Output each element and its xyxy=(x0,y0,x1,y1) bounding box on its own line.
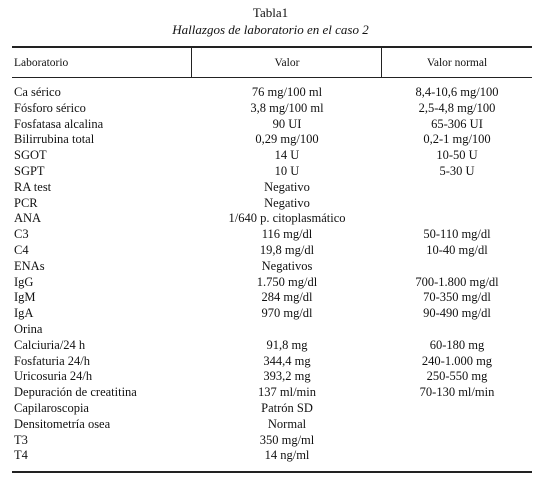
cell-value: 5-30 U xyxy=(439,164,475,178)
cell-value: Negativo xyxy=(264,179,310,194)
table-title: Tabla1 xyxy=(252,5,289,20)
cell-value: 8,4-10,6 mg/100 xyxy=(415,85,499,99)
cell-value: 70-350 mg/dl xyxy=(423,290,491,305)
bottom-rule xyxy=(12,471,532,473)
column-divider xyxy=(191,47,192,78)
row-label: Depuración de creatitina xyxy=(14,385,137,400)
cell-value: 90 UI xyxy=(272,116,302,131)
cell-value: 10-50 U xyxy=(436,148,478,163)
cell-value: 14 ng/ml xyxy=(264,448,310,463)
row-label: Uricosuria 24/h xyxy=(14,369,93,384)
cell-value: 970 mg/dl xyxy=(261,306,313,321)
header-cell: Laboratorio xyxy=(14,57,69,69)
cell-value: Negativos xyxy=(261,258,313,273)
row-label: C4 xyxy=(14,243,29,257)
row-label: SGOT xyxy=(14,148,47,163)
cell-value: 0,29 mg/100 xyxy=(255,132,319,147)
row-label: Calciuria/24 h xyxy=(14,337,86,352)
cell-value: 284 mg/dl xyxy=(261,290,313,305)
cell-value: 60-180 mg xyxy=(429,337,485,352)
cell-value: 90-490 mg/dl xyxy=(423,306,491,321)
cell-value: 0,2-1 mg/100 xyxy=(423,132,491,147)
cell-value: 65-306 UI xyxy=(431,116,483,131)
row-label: IgG xyxy=(14,274,34,289)
row-label: ENAs xyxy=(14,258,45,273)
cell-value: 344,4 mg xyxy=(263,353,311,368)
cell-value: 2,5-4,8 mg/100 xyxy=(418,100,496,115)
row-label: IgM xyxy=(14,290,36,305)
row-label: PCR xyxy=(14,195,38,210)
cell-value: 76 mg/100 ml xyxy=(251,85,323,99)
cell-value: 91,8 mg xyxy=(266,337,308,352)
table-subtitle: Hallazgos de laboratorio en el caso 2 xyxy=(172,22,369,37)
cell-value: 700-1.800 mg/dl xyxy=(415,274,499,289)
row-label: Fósforo sérico xyxy=(14,100,86,115)
cell-value: 116 mg/dl xyxy=(261,227,313,242)
cell-value: 240-1.000 mg xyxy=(421,353,493,368)
header-rule xyxy=(12,77,532,78)
row-label: Orina xyxy=(14,322,43,336)
row-label: SGPT xyxy=(14,164,45,178)
top-rule xyxy=(12,46,532,48)
cell-value: 50-110 mg/dl xyxy=(423,227,491,242)
row-label: T4 xyxy=(14,448,28,463)
row-label: Fosfatasa alcalina xyxy=(14,116,104,131)
row-label: T3 xyxy=(14,432,28,447)
cell-value: Normal xyxy=(267,416,307,431)
header-cell: Valor xyxy=(274,57,300,69)
header-cell: Valor normal xyxy=(426,57,488,69)
row-label: ANA xyxy=(14,211,42,226)
cell-value: 3,8 mg/100 ml xyxy=(250,100,324,115)
cell-value: 393,2 mg xyxy=(263,369,311,384)
cell-value: Patrón SD xyxy=(261,401,313,415)
row-label: C3 xyxy=(14,227,29,242)
cell-value: 137 ml/min xyxy=(258,385,316,400)
row-label: Capilaroscopia xyxy=(14,401,89,415)
cell-value: 70-130 ml/min xyxy=(419,385,495,400)
cell-value: 10 U xyxy=(274,164,300,178)
cell-value: 250-550 mg xyxy=(426,369,488,384)
row-label: Fosfaturia 24/h xyxy=(14,353,91,368)
cell-value: Negativo xyxy=(264,195,310,210)
cell-value: 350 mg/ml xyxy=(259,432,315,447)
cell-value: 10-40 mg/dl xyxy=(426,243,488,257)
cell-value: 19,8 mg/dl xyxy=(259,243,315,257)
row-label: Densitometría osea xyxy=(14,416,111,431)
cell-value: 14 U xyxy=(274,148,300,163)
cell-value: 1/640 p. citoplasmático xyxy=(228,211,346,226)
cell-value: 1.750 mg/dl xyxy=(256,274,318,289)
row-label: RA test xyxy=(14,179,52,194)
row-label: IgA xyxy=(14,306,34,321)
column-divider xyxy=(381,47,382,78)
row-label: Ca sérico xyxy=(14,85,61,99)
row-label: Bilirrubina total xyxy=(14,132,95,147)
